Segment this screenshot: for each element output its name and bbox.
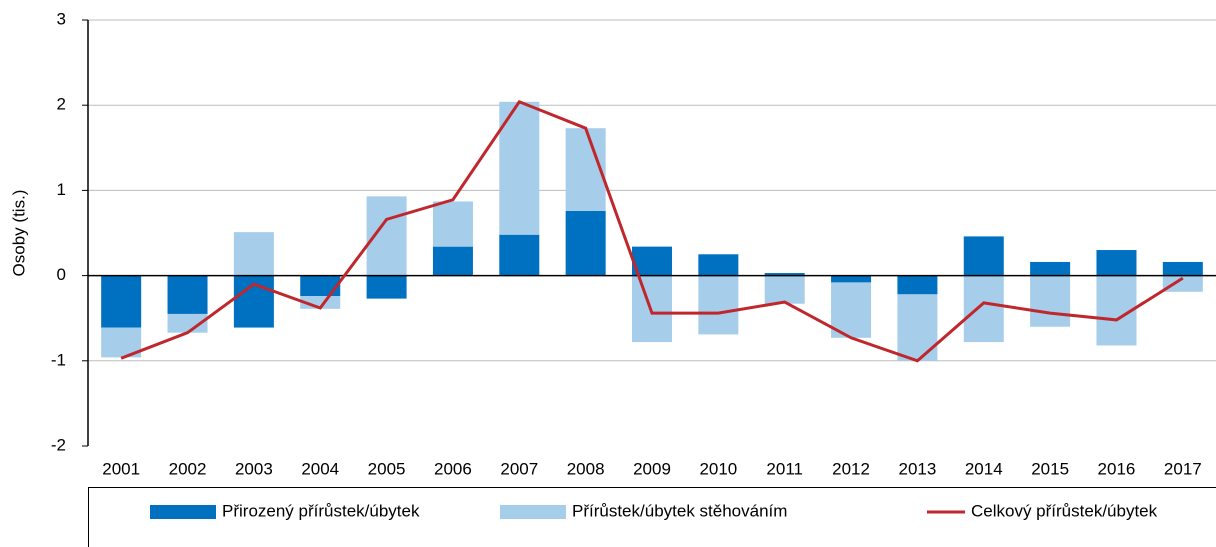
bar bbox=[698, 275, 739, 335]
x-tick-label: 2005 bbox=[368, 459, 406, 478]
bar bbox=[831, 282, 872, 338]
legend-swatch bbox=[500, 505, 566, 519]
bar bbox=[432, 246, 473, 276]
bar bbox=[167, 313, 208, 333]
bar bbox=[632, 246, 672, 276]
x-tick-label: 2012 bbox=[832, 459, 870, 478]
y-tick-label: -2 bbox=[51, 435, 66, 454]
x-tick-label: 2013 bbox=[898, 459, 936, 478]
bar bbox=[897, 294, 938, 361]
y-tick-label: 0 bbox=[57, 265, 66, 284]
bar bbox=[831, 275, 872, 283]
bar bbox=[963, 275, 1004, 343]
legend-label: Celkový přírůstek/úbytek bbox=[971, 501, 1158, 520]
y-tick-label: 2 bbox=[57, 95, 66, 114]
x-tick-label: 2010 bbox=[699, 459, 737, 478]
bar bbox=[764, 273, 805, 276]
bar bbox=[101, 275, 142, 328]
x-tick-label: 2007 bbox=[500, 459, 538, 478]
bar bbox=[233, 232, 274, 276]
x-tick-label: 2003 bbox=[235, 459, 273, 478]
bar bbox=[300, 275, 341, 297]
y-tick-label: 3 bbox=[57, 9, 66, 28]
x-tick-label: 2001 bbox=[102, 459, 140, 478]
y-tick-label: -1 bbox=[51, 350, 66, 369]
bar bbox=[897, 275, 938, 295]
bar bbox=[167, 275, 208, 314]
bar bbox=[1096, 250, 1137, 276]
legend-swatch bbox=[150, 505, 216, 519]
bar bbox=[366, 275, 407, 299]
bar bbox=[1162, 275, 1203, 292]
x-tick-label: 2014 bbox=[965, 459, 1003, 478]
bar bbox=[963, 236, 1004, 276]
x-tick-label: 2009 bbox=[633, 459, 671, 478]
line bbox=[120, 99, 1184, 363]
x-tick-label: 2002 bbox=[169, 459, 207, 478]
bar bbox=[565, 210, 606, 276]
y-axis-label: Osoby (tis.) bbox=[9, 190, 28, 277]
bar bbox=[499, 234, 540, 276]
x-tick-label: 2006 bbox=[434, 459, 472, 478]
x-tick-label: 2008 bbox=[567, 459, 605, 478]
legend-label: Přírůstek/úbytek stěhováním bbox=[572, 501, 787, 520]
bar bbox=[432, 201, 473, 247]
bar bbox=[1030, 275, 1071, 327]
legend-box bbox=[88, 487, 1216, 547]
legend-label: Přirozený přírůstek/úbytek bbox=[222, 501, 420, 520]
bar bbox=[698, 254, 739, 276]
x-tick-label: 2015 bbox=[1031, 459, 1069, 478]
x-tick-label: 2011 bbox=[766, 459, 803, 478]
bar bbox=[764, 275, 805, 304]
x-tick-label: 2017 bbox=[1164, 459, 1202, 478]
x-tick-label: 2016 bbox=[1098, 459, 1136, 478]
bar bbox=[1162, 261, 1203, 276]
x-tick-label: 2004 bbox=[301, 459, 339, 478]
y-tick-label: 1 bbox=[57, 180, 66, 199]
bar bbox=[1030, 261, 1071, 276]
